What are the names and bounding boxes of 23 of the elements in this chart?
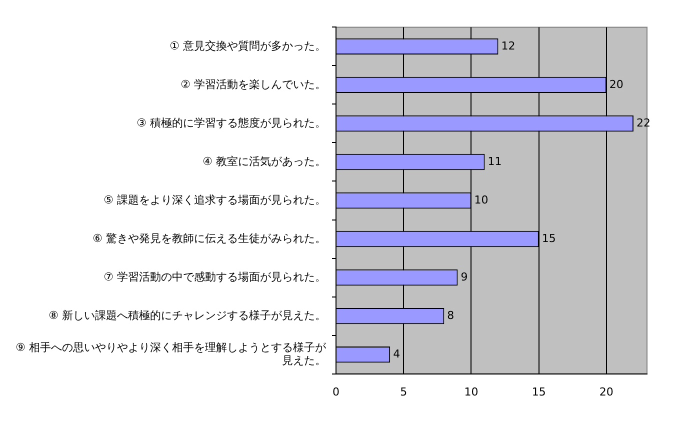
x-tick-label: 20 xyxy=(599,385,614,398)
y-tick-label: ⑥ 驚きや発見を教師に伝える生徒がみられた。 xyxy=(92,232,326,245)
y-tick-label: ⑨ 相手への思いやりやより深く相手を理解しようとする様子が見えた。 xyxy=(16,340,327,368)
data-label: 8 xyxy=(447,308,454,322)
data-label: 22 xyxy=(636,116,650,130)
data-label: 12 xyxy=(501,39,516,52)
data-label: 20 xyxy=(609,78,624,91)
y-tick-label: ⑤ 課題をより深く追求する場面が見られた。 xyxy=(104,193,326,206)
x-tick-label: 10 xyxy=(464,385,478,398)
data-label: 4 xyxy=(393,347,400,360)
data-label: 15 xyxy=(542,232,556,245)
y-tick-label: ② 学習活動を楽しんでいた。 xyxy=(180,78,326,91)
y-tick-label: ④ 教室に活気があった。 xyxy=(202,154,326,168)
y-tick-label: ③ 積極的に学習する態度が見られた。 xyxy=(136,116,326,130)
data-label: 9 xyxy=(460,270,468,284)
y-tick-label: ⑧ 新しい課題へ積極的にチャレンジする様子が見えた。 xyxy=(48,308,326,322)
x-tick-label: 15 xyxy=(532,385,546,398)
data-label: 11 xyxy=(488,154,502,168)
y-tick-label: ⑦ 学習活動の中で感動する場面が見られた。 xyxy=(104,270,326,284)
data-label: 10 xyxy=(474,193,488,206)
x-tick-label: 5 xyxy=(400,385,408,398)
y-tick-label: ① 意見交換や質問が多かった。 xyxy=(170,39,326,52)
x-tick-label: 0 xyxy=(332,385,340,398)
